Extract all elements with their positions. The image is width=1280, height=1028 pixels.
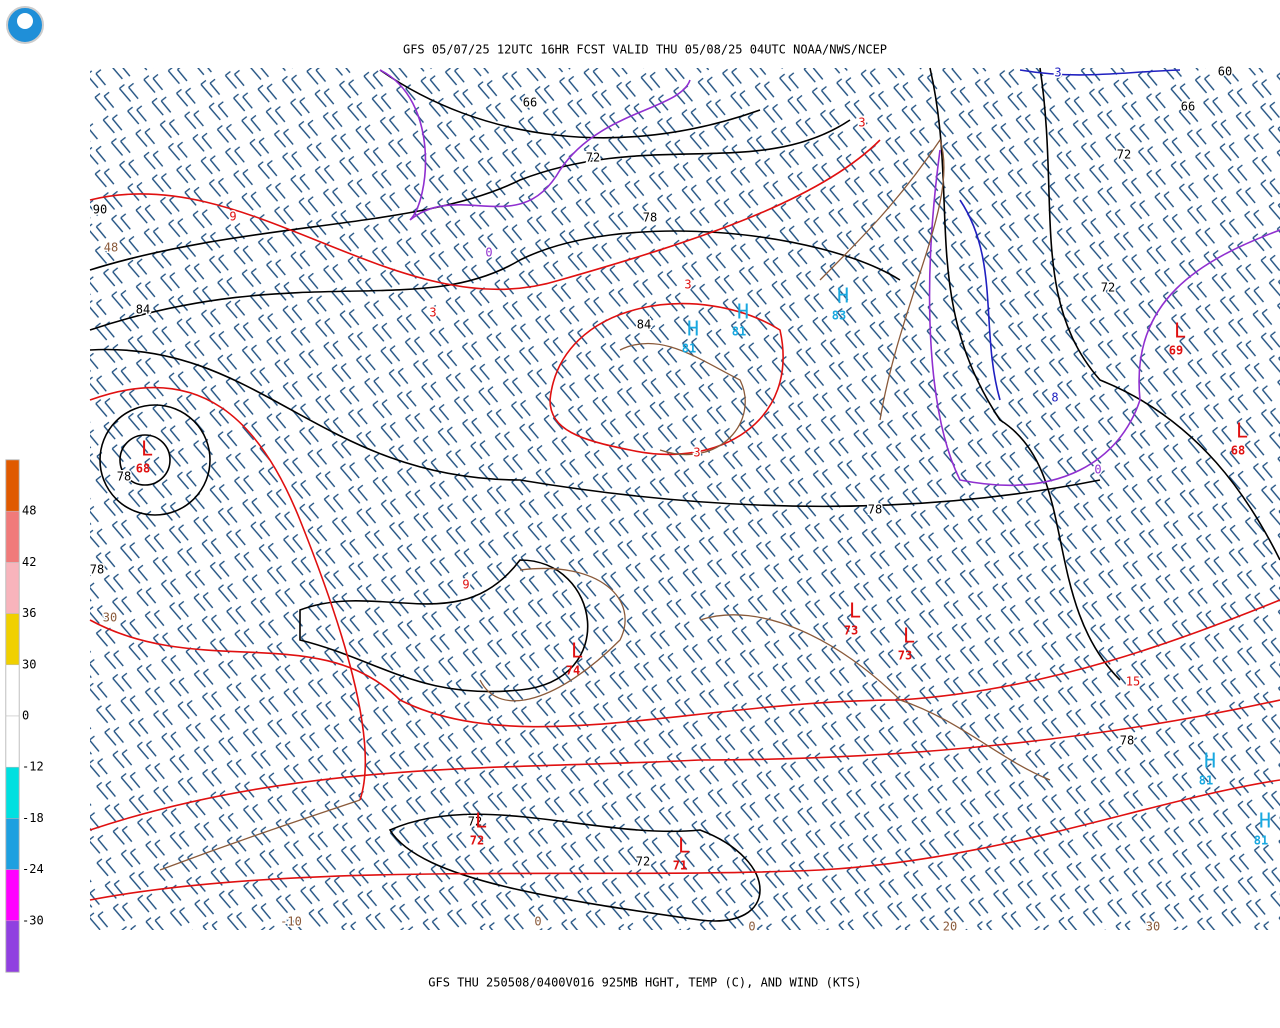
- colorbar-label: 0: [22, 709, 29, 723]
- colorbar-label: 42: [22, 555, 36, 569]
- colorbar-label: 48: [22, 504, 36, 518]
- contour-label: 0: [485, 246, 492, 260]
- center-value: 81: [732, 325, 746, 339]
- contour-label: 15: [1126, 675, 1140, 689]
- colorbar-segment: [5, 715, 20, 768]
- colorbar-label: 36: [22, 606, 36, 620]
- contour-label: -10: [280, 915, 302, 929]
- contour-label: 3: [684, 278, 691, 292]
- contour-label: 30: [1146, 920, 1160, 934]
- contour-label: 9: [229, 210, 236, 224]
- header-title: GFS 05/07/25 12UTC 16HR FCST VALID THU 0…: [403, 43, 887, 57]
- colorbar-segment: [5, 613, 20, 666]
- center-value: 81: [1199, 774, 1213, 788]
- center-value: 68: [136, 462, 150, 476]
- center-symbol: L: [475, 809, 487, 833]
- center-symbol: L: [849, 599, 861, 623]
- center-value: 81: [682, 342, 696, 356]
- center-symbol: L: [141, 437, 153, 461]
- contour-label: 72: [586, 151, 600, 165]
- contour-label: 3: [429, 306, 436, 320]
- contour-label: 90: [93, 203, 107, 217]
- center-symbol: H: [1204, 749, 1216, 773]
- colorbar-segment: [5, 510, 20, 563]
- center-symbol: L: [1236, 419, 1248, 443]
- colorbar-segment: [5, 664, 20, 717]
- contour-label: 3: [1054, 66, 1061, 80]
- colorbar-label: -12: [22, 760, 44, 774]
- center-value: 83: [832, 309, 846, 323]
- center-value: 74: [566, 664, 580, 678]
- center-symbol: L: [571, 639, 583, 663]
- wind-barbs: [90, 68, 1280, 930]
- contours: [89, 67, 1280, 922]
- colorbar-segment: [5, 818, 20, 870]
- contour-label: 9: [462, 578, 469, 592]
- colorbar-label: -18: [22, 811, 44, 825]
- noaa-logo: [17, 13, 33, 29]
- center-value: 71: [673, 859, 687, 873]
- contour-label: 60: [1218, 65, 1232, 79]
- colorbar-segment: [5, 869, 20, 922]
- center-value: 81: [1254, 834, 1268, 848]
- contour-label: 78: [868, 503, 882, 517]
- contour-label: 72: [468, 815, 482, 829]
- center-symbol: L: [903, 624, 915, 648]
- contour-label: 84: [136, 303, 150, 317]
- center-value: 73: [898, 649, 912, 663]
- colorbar-segment: [5, 459, 20, 512]
- contour-label: 72: [1101, 281, 1115, 295]
- contour-label: 78: [643, 211, 657, 225]
- center-value: 73: [844, 624, 858, 638]
- contour-label: 20: [943, 920, 957, 934]
- colorbar-segment: [5, 920, 20, 973]
- colorbar-label: -30: [22, 913, 44, 927]
- contour-label: 0: [534, 915, 541, 929]
- contour-label: 84: [637, 318, 651, 332]
- contour-label: 66: [523, 96, 537, 110]
- center-symbol: H: [837, 284, 849, 308]
- colorbar-segment: [5, 766, 20, 819]
- center-symbol: L: [678, 834, 690, 858]
- contour-label: 72: [636, 855, 650, 869]
- contour-label: 3: [693, 446, 700, 460]
- contour-label: 78: [117, 470, 131, 484]
- center-symbol: H: [1259, 809, 1271, 833]
- contour-label: 78: [90, 563, 104, 577]
- colorbar-segment: [5, 562, 20, 614]
- contour-label: 0: [1094, 463, 1101, 477]
- contour-label: 0: [748, 920, 755, 934]
- contour-label: 66: [1181, 100, 1195, 114]
- center-value: 68: [1231, 444, 1245, 458]
- center-value: 72: [470, 834, 484, 848]
- contour-label: 30: [103, 611, 117, 625]
- footer-caption: GFS THU 250508/0400V016 925MB HGHT, TEMP…: [428, 976, 861, 990]
- center-symbol: L: [1174, 319, 1186, 343]
- contour-label: 8: [1051, 391, 1058, 405]
- center-symbol: H: [687, 317, 699, 341]
- contour-label: 78: [1120, 734, 1134, 748]
- contour-label: 72: [1117, 148, 1131, 162]
- colorbar-label: 30: [22, 657, 36, 671]
- colorbar-label: -24: [22, 862, 44, 876]
- center-value: 69: [1169, 344, 1183, 358]
- contour-label: 48: [104, 241, 118, 255]
- contour-label: 3: [858, 116, 865, 130]
- center-symbol: H: [737, 300, 749, 324]
